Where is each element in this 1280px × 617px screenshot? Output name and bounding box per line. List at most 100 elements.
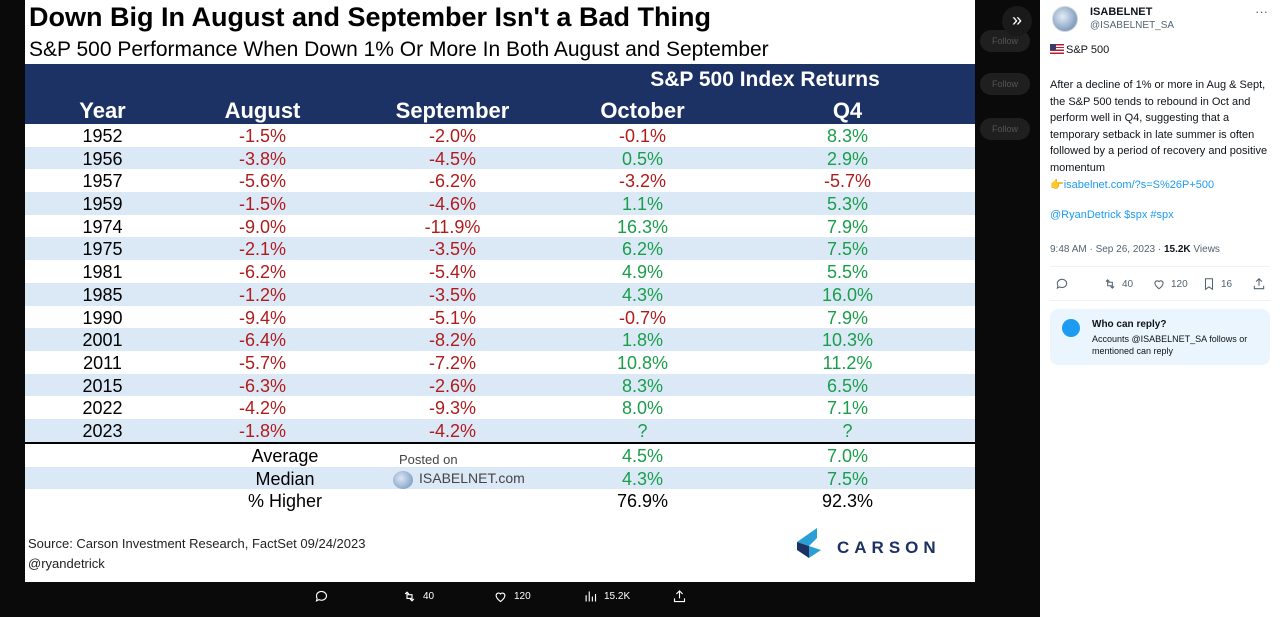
- table-row: 1981 -6.2% -5.4% 4.9% 5.5%: [25, 260, 975, 283]
- q4-cell: 10.3%: [821, 330, 874, 351]
- q4-cell: 7.1%: [826, 398, 869, 419]
- october-cell: -0.7%: [618, 307, 667, 328]
- brand-name: CARSON: [837, 538, 941, 557]
- table-row: 2023 -1.8% -4.2%??: [25, 418, 975, 442]
- table-summary: Average 4.5% 7.0% Median 4.3% 7.5% % Higher 76.…: [25, 444, 975, 512]
- q4-summary: 7.0%: [826, 446, 869, 466]
- who-can-reply-notice: Who can reply? Accounts @ISABELNET_SA fo…: [1050, 309, 1270, 365]
- september-cell: -9.3%: [428, 398, 477, 419]
- display-name[interactable]: ISABELNET: [1090, 6, 1153, 18]
- q4-cell: 5.5%: [826, 262, 869, 283]
- table-row: 1952 -1.5% -2.0% -0.1% 8.3%: [25, 124, 975, 147]
- september-cell: -4.2%: [428, 420, 477, 441]
- q4-summary: 7.5%: [826, 468, 869, 489]
- like-button[interactable]: 120: [1152, 277, 1188, 291]
- isabelnet-logo-icon: [393, 471, 413, 489]
- table-divider: [25, 442, 975, 444]
- october-summary: 4.3%: [621, 468, 664, 489]
- bookmark-button[interactable]: 16: [1202, 277, 1232, 291]
- august-cell: -9.4%: [238, 307, 287, 328]
- reply-button[interactable]: [314, 589, 329, 604]
- infographic-title: Down Big In August and September Isn't a…: [29, 2, 711, 32]
- tweet-views-count: 15.2K: [1163, 244, 1191, 255]
- watermark-site: ISABELNET.com: [419, 470, 525, 486]
- year-cell: 1985: [82, 284, 123, 305]
- tweet-views-label: Views: [1190, 244, 1220, 255]
- heart-icon: [495, 592, 506, 603]
- august-cell: -9.0%: [238, 216, 287, 237]
- bookmark-icon: [1204, 278, 1214, 291]
- october-cell: 4.3%: [621, 284, 664, 305]
- table-header: S&P 500 Index Returns Year August Septem…: [25, 64, 975, 124]
- column-header-year: Year: [79, 98, 126, 123]
- retweet-count: 40: [1122, 278, 1134, 290]
- author-handle: @ryandetrick: [28, 556, 105, 571]
- share-button[interactable]: [672, 589, 687, 604]
- october-cell: -0.1%: [618, 126, 667, 146]
- bookmark-count: 16: [1221, 278, 1233, 290]
- september-cell: -3.5%: [428, 239, 477, 260]
- retweet-count: 40: [423, 591, 435, 602]
- retweet-button[interactable]: 40: [402, 589, 434, 604]
- summary-label: Average: [251, 446, 319, 466]
- like-button[interactable]: 120: [493, 589, 531, 604]
- october-summary: 76.9%: [616, 491, 669, 512]
- share-button[interactable]: [1252, 277, 1266, 291]
- october-cell: 0.5%: [621, 148, 664, 169]
- year-cell: 2023: [82, 420, 123, 441]
- bar-chart-icon: [585, 591, 597, 602]
- tweet-body: After a decline of 1% or more in Aug & S…: [1050, 77, 1275, 193]
- pointing-hand-icon: 👉: [1050, 178, 1064, 191]
- q4-cell: 16.0%: [821, 284, 874, 305]
- background-follow-button: Follow: [980, 118, 1030, 140]
- september-cell: -8.2%: [428, 330, 477, 351]
- super-header: S&P 500 Index Returns: [650, 68, 880, 91]
- q4-cell: 5.3%: [826, 194, 869, 215]
- topic-label: S&P 500: [1066, 44, 1110, 56]
- source-note: Source: Carson Investment Research, Fact…: [28, 536, 366, 551]
- expand-panel-button[interactable]: »: [1002, 6, 1032, 36]
- summary-label: % Higher: [247, 491, 323, 512]
- divider: [1050, 266, 1270, 267]
- year-cell: 1990: [82, 307, 123, 328]
- retweet-icon: [1105, 279, 1115, 289]
- october-cell: -3.2%: [618, 171, 667, 192]
- retweet-icon: [404, 591, 415, 602]
- more-options-icon[interactable]: ···: [1255, 4, 1268, 19]
- background-follow-button: Follow: [980, 73, 1030, 95]
- tweet-topic: S&P 500: [1050, 44, 1109, 56]
- october-cell: 8.0%: [621, 398, 664, 419]
- september-cell: -2.6%: [428, 375, 477, 396]
- september-cell: -3.5%: [428, 284, 477, 305]
- table-row: 1990 -9.4% -5.1% -0.7% 7.9%: [25, 306, 975, 329]
- retweet-button[interactable]: 40: [1103, 277, 1133, 291]
- column-header-q4: Q4: [832, 98, 863, 123]
- avatar[interactable]: [1052, 6, 1078, 32]
- tweet-tags[interactable]: @RyanDetrick $spx #spx: [1050, 209, 1174, 221]
- reply-button[interactable]: [1055, 277, 1069, 291]
- tweet-time[interactable]: 9:48 AM · Sep 26, 2023 ·: [1050, 244, 1164, 255]
- table-row: 2001 -6.4% -8.2% 1.8% 10.3%: [25, 328, 975, 351]
- september-cell: -7.2%: [428, 352, 477, 373]
- august-cell: -6.3%: [238, 375, 287, 396]
- q4-cell: -5.7%: [823, 171, 872, 192]
- heart-icon: [1154, 280, 1164, 290]
- user-handle[interactable]: @ISABELNET_SA: [1090, 20, 1175, 31]
- august-cell: -4.2%: [238, 398, 287, 419]
- media-viewer: Follow Follow Follow » Down Big In Augus…: [25, 0, 1032, 604]
- year-cell: 1975: [82, 239, 123, 260]
- infographic-subtitle: S&P 500 Performance When Down 1% Or More…: [29, 38, 769, 61]
- share-icon: [673, 590, 686, 603]
- q4-cell: 7.5%: [826, 239, 869, 260]
- summary-row: Average 4.5% 7.0%: [25, 444, 975, 467]
- reply-description: Accounts @ISABELNET_SA follows or mentio…: [1092, 334, 1248, 356]
- tweet-actions: 40 120 16: [1050, 277, 1275, 295]
- table-body: 1952 -1.5% -2.0% -0.1% 8.3% 1956 -3.8% -4.5% 0.5…: [25, 124, 975, 442]
- summary-label: Median: [255, 468, 315, 489]
- august-cell: -5.7%: [238, 352, 287, 373]
- q4-summary: 92.3%: [821, 491, 874, 512]
- views-button[interactable]: 15.2K: [583, 589, 630, 604]
- tweet-link[interactable]: isabelnet.com/?s=S%26P+500: [1063, 178, 1215, 191]
- october-cell: ?: [637, 420, 648, 441]
- reply-title: Who can reply?: [1092, 319, 1167, 330]
